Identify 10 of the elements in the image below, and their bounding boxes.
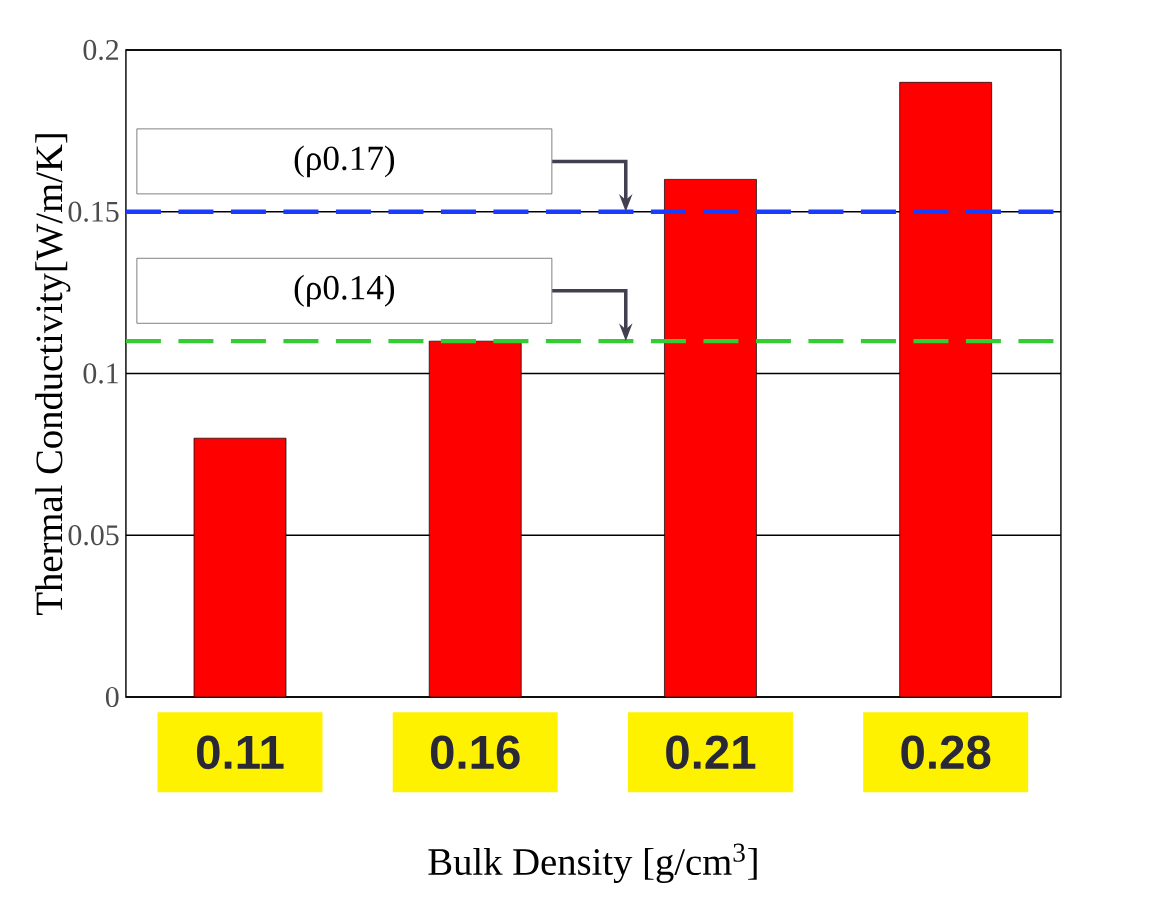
x-tick-label: 0.16 [430, 735, 520, 770]
x-tick-label: 0.11 [197, 735, 284, 770]
y-tick-label: 0.1 [83, 363, 118, 384]
x-tick-label: 0.28 [901, 735, 991, 770]
y-tick-label: 0.2 [83, 39, 119, 61]
x-tick-label: 0.21 [666, 735, 756, 770]
x-axis-title: Bulk Density [g/cm$^{3}$] [428, 843, 757, 884]
y-tick-label: 0 [105, 686, 119, 708]
ref-line-label: (ρ0.14) [294, 274, 395, 307]
ref-line-label: (ρ0.17) [294, 145, 395, 178]
